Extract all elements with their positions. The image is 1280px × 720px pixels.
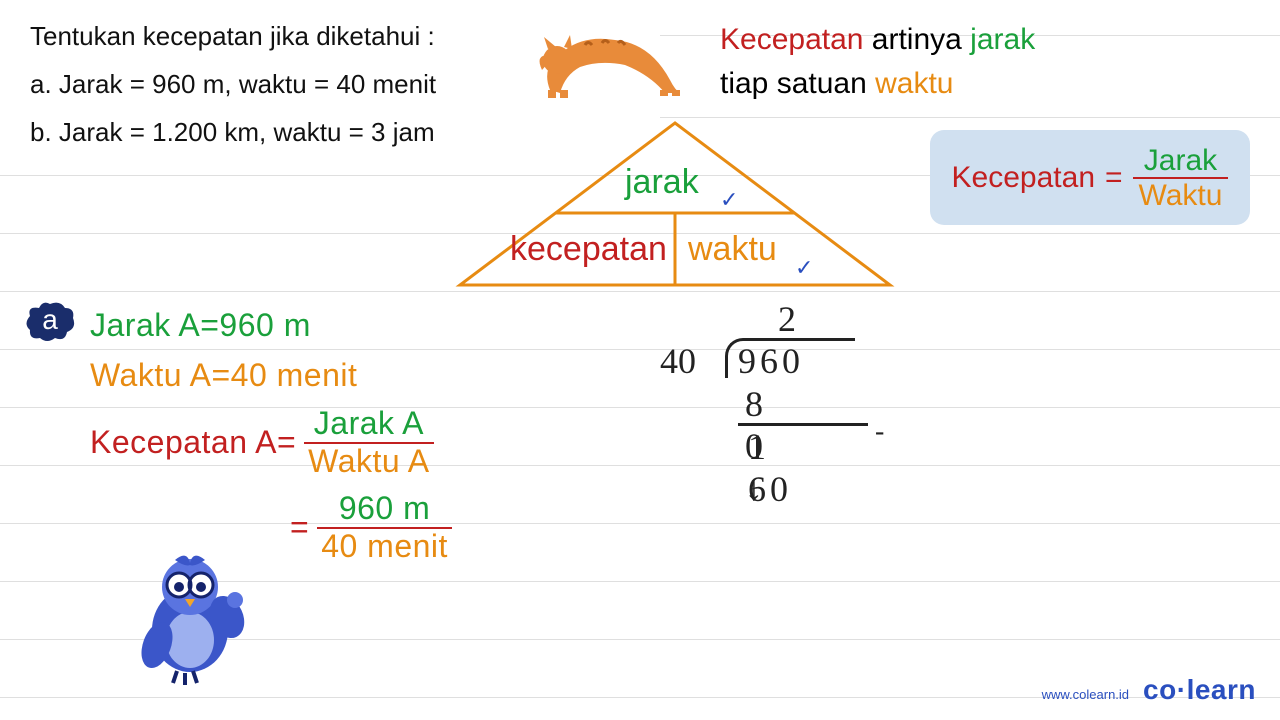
definition-line-1: Kecepatan artinya jarak [720, 18, 1035, 62]
formula-box: Kecepatan = Jarak Waktu [930, 130, 1250, 225]
work-line-waktu: Waktu A = 40 menit [90, 350, 452, 400]
triangle-label-kecepatan: kecepatan [510, 230, 667, 269]
formula-equals: = [1105, 161, 1123, 195]
work-kecepatan-label: Kecepatan A [90, 424, 277, 461]
worked-solution-a: Jarak A = 960 m Waktu A = 40 menit Kecep… [90, 300, 452, 570]
footer: www.colearn.id co·learn [1042, 674, 1256, 706]
footer-logo: co·learn [1143, 674, 1256, 706]
footer-logo-b: learn [1187, 674, 1256, 705]
work-fraction-2: 960 m 40 menit [317, 491, 452, 563]
bird-mascot [135, 545, 255, 685]
division-remainder: 1 60 [748, 426, 792, 510]
def-word-waktu: waktu [875, 67, 953, 100]
formula-denominator: Waktu [1133, 177, 1229, 212]
division-dash: - [875, 416, 884, 448]
tick-jarak: ✓ [720, 187, 738, 213]
work-fraction-1: Jarak A Waktu A [304, 406, 433, 478]
work-jarak-val: 960 m [219, 307, 310, 344]
def-line2-a: tiap satuan [720, 67, 875, 100]
definition-line-2: tiap satuan waktu [720, 62, 1035, 106]
cat-illustration [530, 5, 690, 105]
footer-logo-a: co [1143, 674, 1177, 705]
formula-numerator: Jarak [1138, 144, 1223, 177]
tick-waktu: ✓ [795, 255, 813, 281]
problem-title: Tentukan kecepatan jika diketahui : [30, 12, 436, 60]
division-quotient: 2 [778, 298, 796, 340]
work-jarak-eq: = [200, 307, 219, 344]
definition-text: Kecepatan artinya jarak tiap satuan wakt… [720, 18, 1035, 106]
bullet-a-label: a [25, 300, 75, 340]
formula-fraction: Jarak Waktu [1133, 144, 1229, 212]
footer-url: www.colearn.id [1042, 687, 1129, 702]
work-frac1-num: Jarak A [310, 406, 428, 441]
slide-content: Tentukan kecepatan jika diketahui : a. J… [0, 0, 1280, 720]
def-word-jarak: jarak [970, 23, 1035, 56]
work-waktu-eq: = [211, 357, 230, 394]
work-eq2: = [290, 509, 309, 546]
triangle-label-jarak: jarak [625, 163, 699, 202]
problem-item-b: b. Jarak = 1.200 km, waktu = 3 jam [30, 108, 436, 156]
work-kecepatan-eq: = [277, 424, 296, 461]
work-waktu-val: 40 menit [231, 357, 358, 394]
problem-statement: Tentukan kecepatan jika diketahui : a. J… [30, 12, 436, 156]
triangle-label-waktu: waktu [688, 230, 777, 269]
def-word-artinya: artinya [863, 23, 970, 56]
division-divisor: 40 [660, 340, 696, 382]
formula-lhs: Kecepatan [952, 161, 1095, 195]
footer-logo-dot: · [1177, 674, 1187, 705]
work-frac1-den: Waktu A [304, 442, 433, 479]
work-line-jarak: Jarak A = 960 m [90, 300, 452, 350]
work-line-kecepatan: Kecepatan A = Jarak A Waktu A [90, 400, 452, 485]
problem-item-a: a. Jarak = 960 m, waktu = 40 menit [30, 60, 436, 108]
work-frac2-num: 960 m [335, 491, 434, 526]
speed-triangle-diagram: jarak ✓ kecepatan waktu ✓ [450, 115, 900, 295]
work-frac2-den: 40 menit [317, 527, 452, 564]
division-dividend: 960 [738, 340, 804, 382]
work-waktu-label: Waktu A [90, 357, 211, 394]
work-jarak-label: Jarak A [90, 307, 200, 344]
bullet-a-badge: a [25, 300, 75, 344]
def-word-kecepatan: Kecepatan [720, 23, 863, 56]
